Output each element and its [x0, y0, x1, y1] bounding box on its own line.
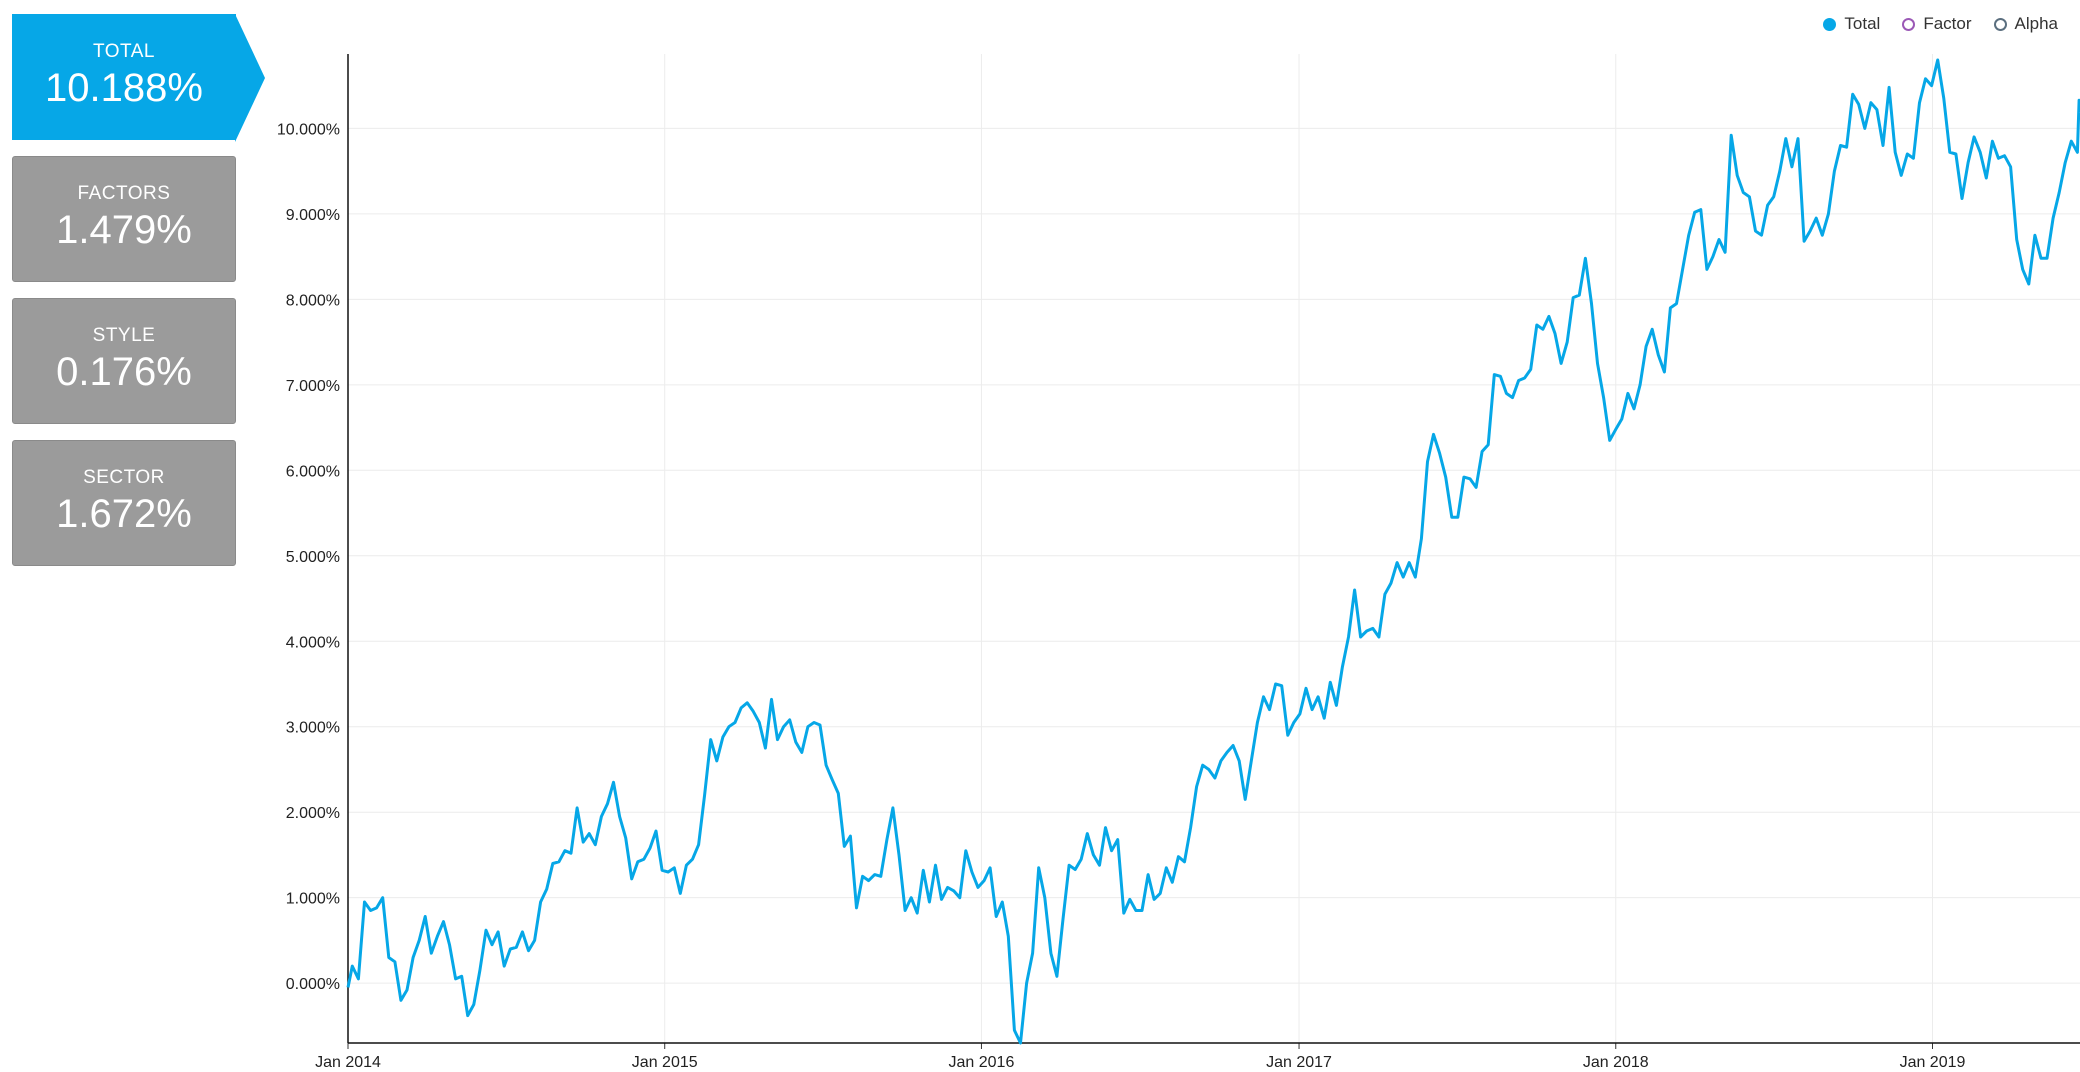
legend-factor-label: Factor — [1923, 14, 1971, 34]
x-tick-label: Jan 2016 — [949, 1054, 1015, 1071]
y-tick-label: 5.000% — [286, 549, 340, 566]
x-tick-label: Jan 2019 — [1900, 1054, 1966, 1071]
legend-factor-marker — [1902, 18, 1915, 31]
series-line-total — [348, 60, 2080, 1043]
x-tick-label: Jan 2015 — [632, 1054, 698, 1071]
y-tick-label: 1.000% — [286, 891, 340, 908]
y-tick-label: 6.000% — [286, 463, 340, 480]
legend-alpha-label: Alpha — [2015, 14, 2058, 34]
x-tick-label: Jan 2018 — [1583, 1054, 1649, 1071]
x-tick-label: Jan 2014 — [315, 1054, 381, 1071]
y-tick-label: 0.000% — [286, 976, 340, 993]
y-tick-label: 3.000% — [286, 720, 340, 737]
y-tick-label: 8.000% — [286, 292, 340, 309]
y-tick-label: 7.000% — [286, 378, 340, 395]
chart-legend: Total Factor Alpha — [1823, 14, 2058, 34]
legend-total-marker — [1823, 18, 1836, 31]
y-tick-label: 2.000% — [286, 805, 340, 822]
y-tick-label: 10.000% — [277, 121, 340, 138]
legend-total-label: Total — [1844, 14, 1880, 34]
y-tick-label: 4.000% — [286, 634, 340, 651]
legend-item-alpha[interactable]: Alpha — [1994, 14, 2058, 34]
legend-item-factor[interactable]: Factor — [1902, 14, 1971, 34]
legend-alpha-marker — [1994, 18, 2007, 31]
y-tick-label: 9.000% — [286, 207, 340, 224]
x-tick-label: Jan 2017 — [1266, 1054, 1332, 1071]
legend-item-total[interactable]: Total — [1823, 14, 1880, 34]
